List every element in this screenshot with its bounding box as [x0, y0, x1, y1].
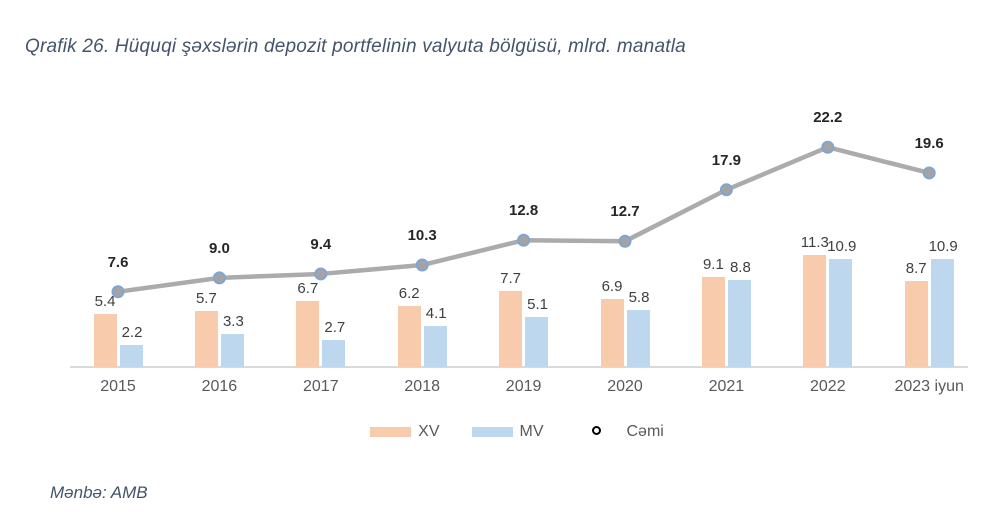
legend-label-mv: MV: [519, 423, 544, 440]
x-axis-line: [70, 366, 968, 368]
bar-label-xv-2021: 9.1: [702, 255, 724, 273]
total-marker-2021: [719, 183, 733, 197]
legend-item-xv: XV: [370, 423, 440, 441]
bar-xv-2020: [600, 298, 624, 367]
bar-mv-2018: [423, 326, 447, 367]
legend-item-mv: MV: [471, 423, 544, 441]
total-label-2015: 7.6: [107, 253, 129, 271]
bar-label-mv-2019: 5.1: [527, 295, 549, 313]
x-axis-label-2015: 2015: [100, 378, 136, 395]
bar-mv-2020: [626, 309, 650, 367]
bar-xv-2017: [296, 300, 320, 367]
bar-mv-2019: [525, 316, 549, 367]
x-axis-label-2023-iyun: 2023 iyun: [894, 378, 964, 395]
bar-label-xv-2020: 6.9: [601, 277, 623, 295]
legend-label-cemi: Cəmi: [626, 423, 664, 440]
bar-label-mv-2020: 5.8: [628, 288, 650, 306]
bar-label-xv-2016: 5.7: [195, 289, 217, 307]
x-axis-label-2016: 2016: [201, 378, 238, 395]
bar-label-mv-2016: 3.3: [222, 313, 244, 331]
bar-label-xv-2023-iyun: 8.7: [905, 259, 927, 277]
x-axis-label-2021: 2021: [708, 378, 745, 395]
bar-label-xv-2018: 6.2: [398, 284, 420, 302]
x-axis-label-2022: 2022: [810, 378, 846, 395]
total-line: [115, 144, 932, 295]
legend: XV MV Cəmi: [22, 423, 990, 441]
x-axis-label-2020: 2020: [607, 378, 643, 395]
bar-label-xv-2015: 5.4: [94, 292, 116, 310]
total-marker-2016: [212, 271, 226, 285]
bar-mv-2015: [119, 345, 143, 367]
bar-mv-2017: [322, 340, 346, 367]
x-axis-label-2018: 2018: [404, 378, 440, 395]
total-marker-2015: [111, 285, 125, 299]
total-marker-2017: [314, 267, 328, 281]
legend-item-cemi: Cəmi: [576, 423, 664, 441]
bar-xv-2023-iyun: [904, 280, 928, 367]
total-label-2021: 17.9: [711, 151, 741, 169]
source-note: Mənbə: AMB: [50, 483, 148, 502]
bar-xv-2019: [499, 290, 523, 367]
total-label-2023-iyun: 19.6: [914, 134, 944, 152]
bar-label-mv-2021: 8.8: [729, 258, 751, 276]
bar-label-mv-2022: 10.9: [827, 238, 857, 256]
chart-title: Qrafik 26. Hüquqi şəxslərin depozit port…: [25, 36, 686, 57]
total-label-2016: 9.0: [208, 239, 230, 257]
bar-xv-2015: [93, 313, 117, 367]
bar-mv-2016: [220, 334, 244, 367]
bar-label-mv-2017: 2.7: [324, 319, 346, 337]
cemi-marker-dot: [591, 425, 601, 435]
bar-label-mv-2018: 4.1: [425, 305, 447, 323]
x-axis-label-2019: 2019: [505, 378, 542, 395]
total-marker-2019: [517, 233, 531, 247]
total-marker-2018: [415, 258, 429, 272]
bar-mv-2023-iyun: [930, 259, 954, 367]
bar-label-mv-2023-iyun: 10.9: [928, 238, 958, 256]
bar-mv-2022: [829, 259, 853, 367]
total-marker-2020: [618, 234, 632, 248]
bar-label-xv-2022: 11.3: [800, 234, 829, 252]
legend-label-xv: XV: [418, 423, 440, 440]
mv-swatch-icon: [471, 427, 513, 437]
cemi-line-marker-icon: [576, 425, 620, 439]
x-axis-label-2017: 2017: [303, 378, 339, 395]
bar-xv-2021: [701, 276, 725, 367]
total-label-2018: 10.3: [407, 227, 437, 245]
bar-mv-2021: [727, 279, 751, 367]
bar-xv-2022: [803, 255, 827, 367]
bar-xv-2018: [397, 305, 421, 367]
bar-label-xv-2019: 7.7: [500, 269, 522, 287]
total-label-2022: 22.2: [813, 109, 843, 127]
total-label-2020: 12.7: [610, 203, 640, 221]
xv-swatch-icon: [370, 427, 412, 437]
bar-label-xv-2017: 6.7: [297, 279, 319, 297]
total-label-2017: 9.4: [310, 235, 332, 253]
total-label-2019: 12.8: [508, 202, 539, 220]
total-marker-2023-iyun: [922, 166, 936, 180]
total-marker-2022: [821, 140, 835, 154]
bar-xv-2016: [194, 310, 218, 367]
bar-label-mv-2015: 2.2: [121, 324, 143, 342]
